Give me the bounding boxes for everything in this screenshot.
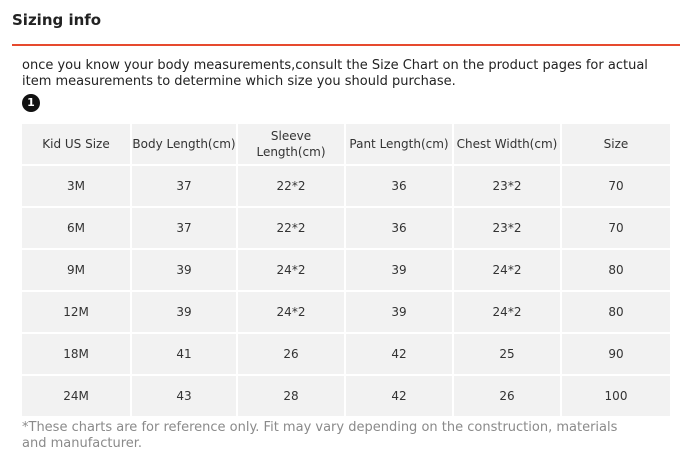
header-cell-cn-size: Size: [562, 124, 670, 164]
header-cell-pant-length: Pant Length(cm): [346, 124, 452, 164]
table-row: 3M 37 22*2 36 23*2 70: [22, 166, 670, 206]
table-cell: 70: [562, 208, 670, 248]
table-cell: 23*2: [454, 166, 560, 206]
header-divider: [12, 44, 680, 46]
header-cell-chest-width: Chest Width(cm): [454, 124, 560, 164]
intro-text: once you know your body measurements,con…: [22, 58, 648, 89]
table-cell: 24M: [22, 376, 130, 416]
table-cell: 41: [132, 334, 236, 374]
table-cell: 39: [132, 292, 236, 332]
table-cell: 28: [238, 376, 344, 416]
table-cell: 24*2: [238, 292, 344, 332]
table-row: 24M 43 28 42 26 100: [22, 376, 670, 416]
table-cell: 22*2: [238, 166, 344, 206]
table-cell: 23*2: [454, 208, 560, 248]
step-number-badge: 1: [22, 94, 40, 112]
header-cell-size: Kid US Size: [22, 124, 130, 164]
table-cell: 42: [346, 334, 452, 374]
table-cell: 22*2: [238, 208, 344, 248]
table-cell: 18M: [22, 334, 130, 374]
table-cell: 37: [132, 166, 236, 206]
header-cell-sleeve-length: Sleeve Length(cm): [238, 124, 344, 164]
table-row: 9M 39 24*2 39 24*2 80: [22, 250, 670, 290]
table-cell: 36: [346, 208, 452, 248]
table-cell: 24*2: [454, 250, 560, 290]
table-cell: 37: [132, 208, 236, 248]
table-cell: 25: [454, 334, 560, 374]
header-cell-body-length: Body Length(cm): [132, 124, 236, 164]
table-cell: 36: [346, 166, 452, 206]
table-cell: 26: [238, 334, 344, 374]
table-row: 12M 39 24*2 39 24*2 80: [22, 292, 670, 332]
section-header: Sizing info: [12, 10, 680, 48]
table-row: 18M 41 26 42 25 90: [22, 334, 670, 374]
size-chart-table: Kid US Size Body Length(cm) Sleeve Lengt…: [20, 122, 672, 418]
table-cell: 3M: [22, 166, 130, 206]
disclaimer-footnote: *These charts are for reference only. Fi…: [22, 420, 618, 451]
table-cell: 43: [132, 376, 236, 416]
table-cell: 26: [454, 376, 560, 416]
table-cell: 42: [346, 376, 452, 416]
table-cell: 12M: [22, 292, 130, 332]
table-cell: 9M: [22, 250, 130, 290]
table-cell: 24*2: [238, 250, 344, 290]
table-cell: 39: [132, 250, 236, 290]
table-cell: 39: [346, 292, 452, 332]
table-cell: 6M: [22, 208, 130, 248]
table-cell: 80: [562, 292, 670, 332]
table-cell: 80: [562, 250, 670, 290]
table-header-row: Kid US Size Body Length(cm) Sleeve Lengt…: [22, 124, 670, 164]
table-cell: 70: [562, 166, 670, 206]
table-cell: 100: [562, 376, 670, 416]
table-cell: 39: [346, 250, 452, 290]
table-row: 6M 37 22*2 36 23*2 70: [22, 208, 670, 248]
table-cell: 24*2: [454, 292, 560, 332]
section-title: Sizing info: [12, 11, 102, 29]
table-cell: 90: [562, 334, 670, 374]
